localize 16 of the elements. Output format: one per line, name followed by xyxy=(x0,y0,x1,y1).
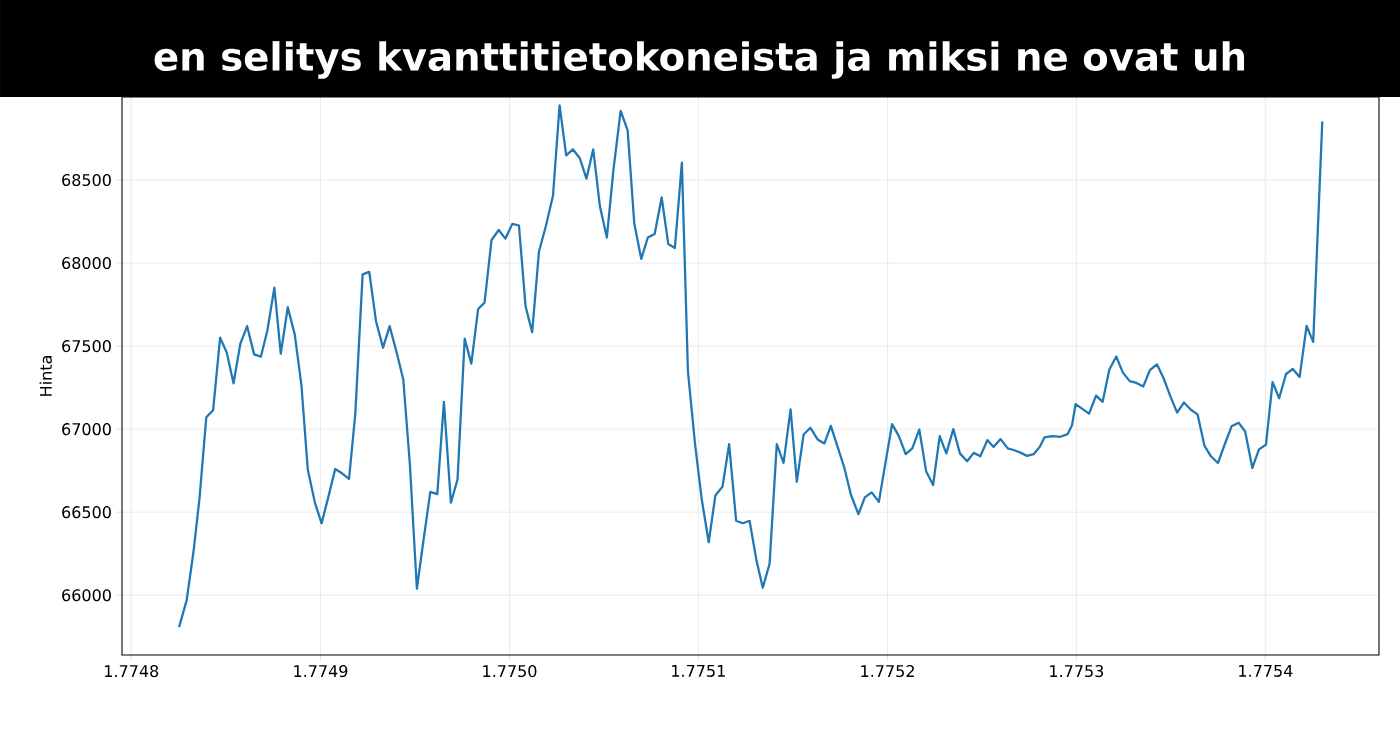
x-tick-label: 1.7754 xyxy=(1239,665,1293,677)
chart-title: en selitys kvanttitietokoneista ja miksi ne ovat uh xyxy=(154,41,1245,79)
y-tick-label: 68500 xyxy=(62,173,111,187)
y-tick-label: 68000 xyxy=(62,257,111,270)
x-tick-label: 1.7753 xyxy=(1050,665,1104,678)
line-series xyxy=(177,104,1324,629)
y-tick-label: 67000 xyxy=(62,423,111,436)
y-tick-label: 66000 xyxy=(62,589,111,602)
y-tick-label: 67500 xyxy=(62,340,111,353)
y-tick-label: 66500 xyxy=(62,506,111,519)
y-axis-title: Hinta xyxy=(39,356,52,396)
x-tick-label: 1.7750 xyxy=(483,665,537,678)
x-tick-label: 1.7749 xyxy=(294,665,348,678)
x-tick-label: 1.7752 xyxy=(861,665,914,678)
x-tick-label: 1.7748 xyxy=(105,665,159,678)
x-tick-label: 1.7751 xyxy=(672,665,725,677)
